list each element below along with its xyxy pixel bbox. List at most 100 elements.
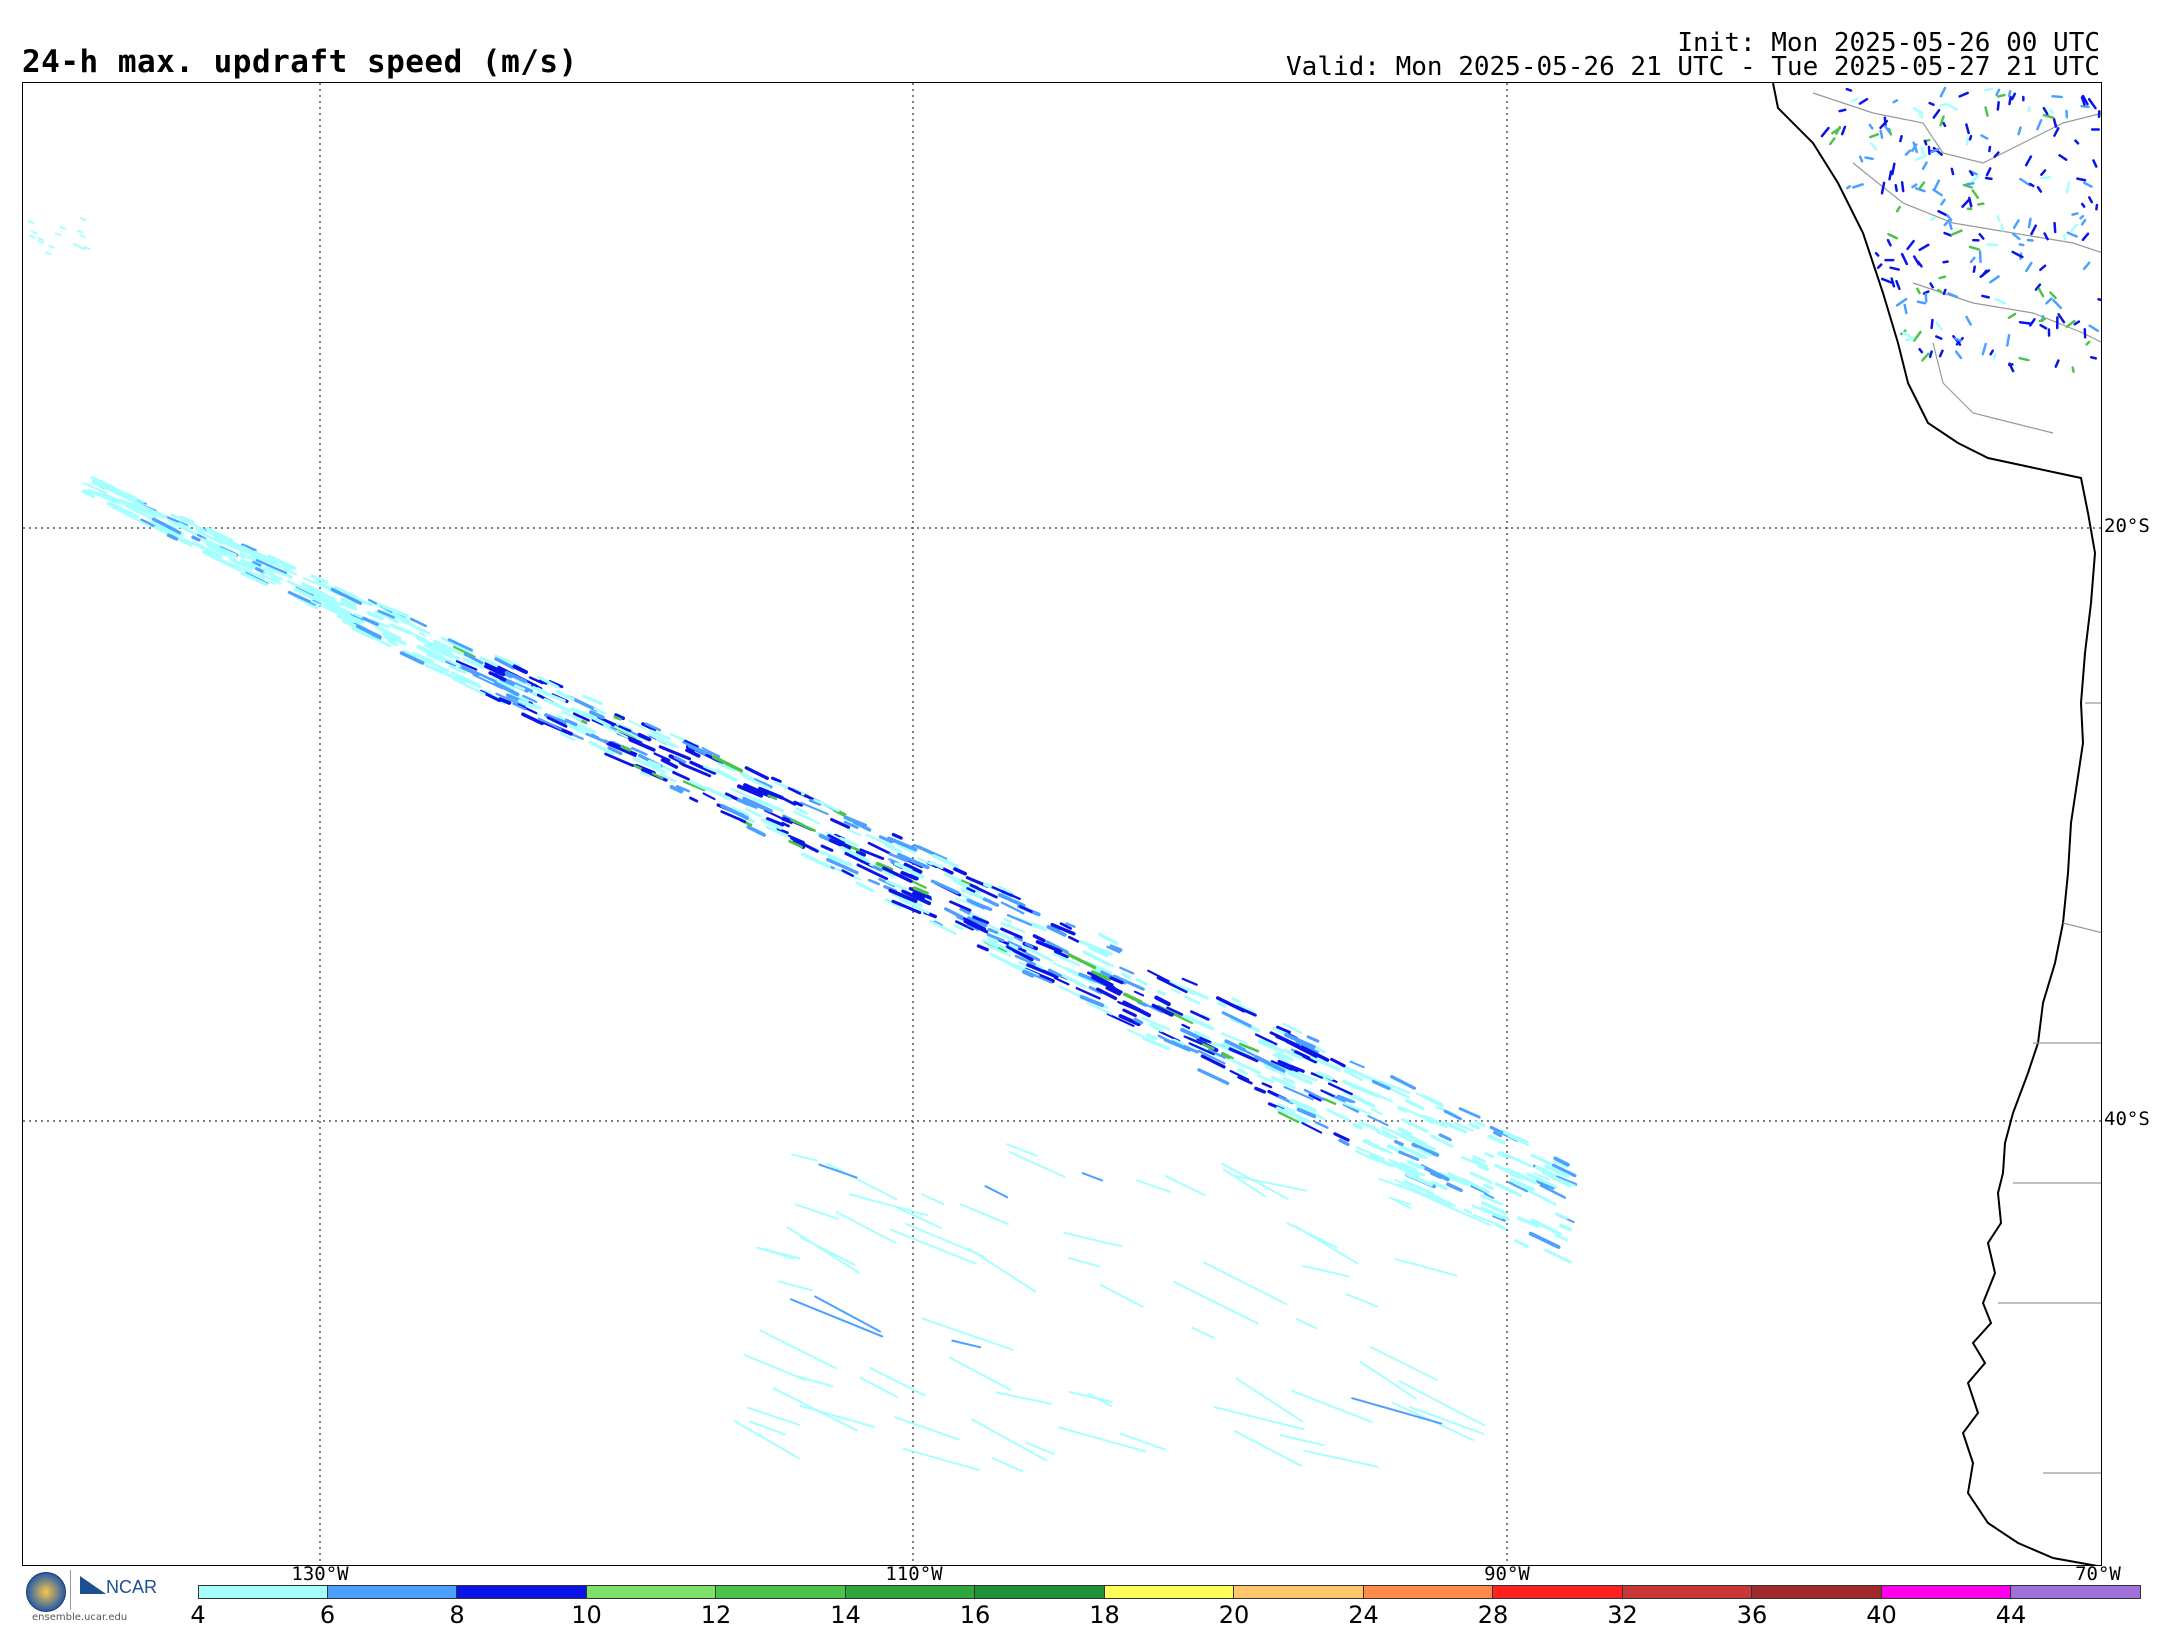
updraft-streak [1944,123,1946,126]
updraft-streak [1285,1079,1294,1083]
updraft-streak [1214,1407,1303,1429]
updraft-streak [1166,1176,1205,1195]
updraft-streak [1972,176,1979,181]
updraft-streak [870,1368,925,1396]
updraft-streak [2002,224,2003,230]
updraft-streak [2071,225,2076,231]
updraft-streak [861,1378,898,1397]
logo-block: NCAR ensemble.ucar.edu [24,1568,164,1624]
updraft-streak [2009,314,2015,318]
updraft-streak [1882,183,1884,193]
colorbar-segment [846,1585,976,1599]
colorbar-tick-label: 6 [320,1601,335,1629]
updraft-streak [1239,1070,1246,1074]
updraft-swaths [29,88,2102,1471]
updraft-streak [2090,326,2098,331]
updraft-streak [1448,1184,1461,1190]
colorbar-tick-label: 10 [571,1601,602,1629]
updraft-streak [978,946,987,950]
updraft-streak [922,1194,943,1204]
updraft-streak [1913,185,1917,187]
updraft-streak [1985,89,1992,91]
updraft-streak [1407,1101,1423,1109]
updraft-streak [1847,186,1850,188]
updraft-streak [1997,90,1999,95]
updraft-streak [61,227,66,229]
updraft-streak [704,793,715,799]
lon-label-130w: 130°W [291,1563,348,1585]
updraft-streak [2029,107,2030,111]
updraft-streak [1945,233,1951,235]
updraft-streak [1288,1223,1337,1247]
updraft-streak [1489,1136,1503,1142]
updraft-streak [1100,935,1117,944]
updraft-streak [1902,182,1903,191]
updraft-streak [1949,293,1957,297]
updraft-streak [1906,151,1910,155]
updraft-streak [1328,1110,1348,1120]
lat-label-20s: 20°S [2104,515,2150,537]
updraft-streak [2087,342,2090,344]
updraft-streak [1840,110,1846,111]
updraft-streak [1876,253,1878,255]
updraft-streak [946,875,960,881]
updraft-streak [857,883,872,891]
colorbar-tick-label: 24 [1348,1601,1379,1629]
updraft-streak [2056,361,2059,367]
ncar-logo-text: NCAR [106,1577,157,1598]
updraft-streak [1918,302,1925,304]
updraft-streak [1967,138,1968,144]
updraft-streak [1192,1328,1213,1338]
updraft-streak [1410,1407,1483,1434]
updraft-streak [2077,179,2085,181]
updraft-streak [2037,120,2041,129]
updraft-streak [567,720,576,724]
updraft-streak [1922,354,1928,361]
updraft-streak [2073,368,2074,372]
updraft-streak [2067,182,2069,192]
updraft-streak [989,929,997,932]
updraft-streak [1231,1060,1260,1073]
updraft-streak [1908,241,1914,249]
updraft-streak [1889,234,1897,238]
updraft-streak [81,218,86,220]
updraft-streak [997,1393,1051,1404]
updraft-streak [1871,143,1876,149]
updraft-streak [1896,281,1899,289]
updraft-streak [1885,118,1886,126]
updraft-streak [932,881,958,893]
updraft-streak [1939,211,1947,215]
updraft-streak [49,246,54,248]
updraft-streak [2059,314,2064,322]
updraft-streak [1891,268,1899,270]
updraft-streak [1941,88,1945,96]
updraft-streak [1900,136,1901,141]
updraft-streak [758,1248,794,1259]
updraft-streak [1070,1392,1112,1402]
gridlines [23,83,2102,1566]
updraft-streak [1914,332,1920,341]
updraft-streak [1920,349,1922,352]
updraft-streak [1137,979,1146,984]
updraft-streak [1902,254,1907,264]
updraft-streak [2096,205,2097,209]
updraft-streak [1952,231,1962,235]
updraft-streak [1258,1075,1273,1081]
updraft-streak [2089,197,2092,202]
updraft-streak [1822,128,1829,136]
updraft-streak [791,1299,882,1336]
updraft-streak [2040,319,2045,321]
updraft-streak [85,247,90,249]
updraft-streak [1083,1173,1102,1180]
nsf-logo-icon [26,1572,66,1612]
updraft-streak [1135,992,1143,996]
lon-label-90w: 90°W [1484,1563,1530,1585]
updraft-streak [2007,335,2009,345]
updraft-streak [1183,979,1197,985]
updraft-streak [1967,183,1973,184]
updraft-streak [1158,991,1164,993]
updraft-streak [1199,1070,1228,1083]
updraft-streak [2040,266,2045,270]
updraft-streak [2038,187,2041,191]
updraft-streak [1355,1125,1362,1128]
